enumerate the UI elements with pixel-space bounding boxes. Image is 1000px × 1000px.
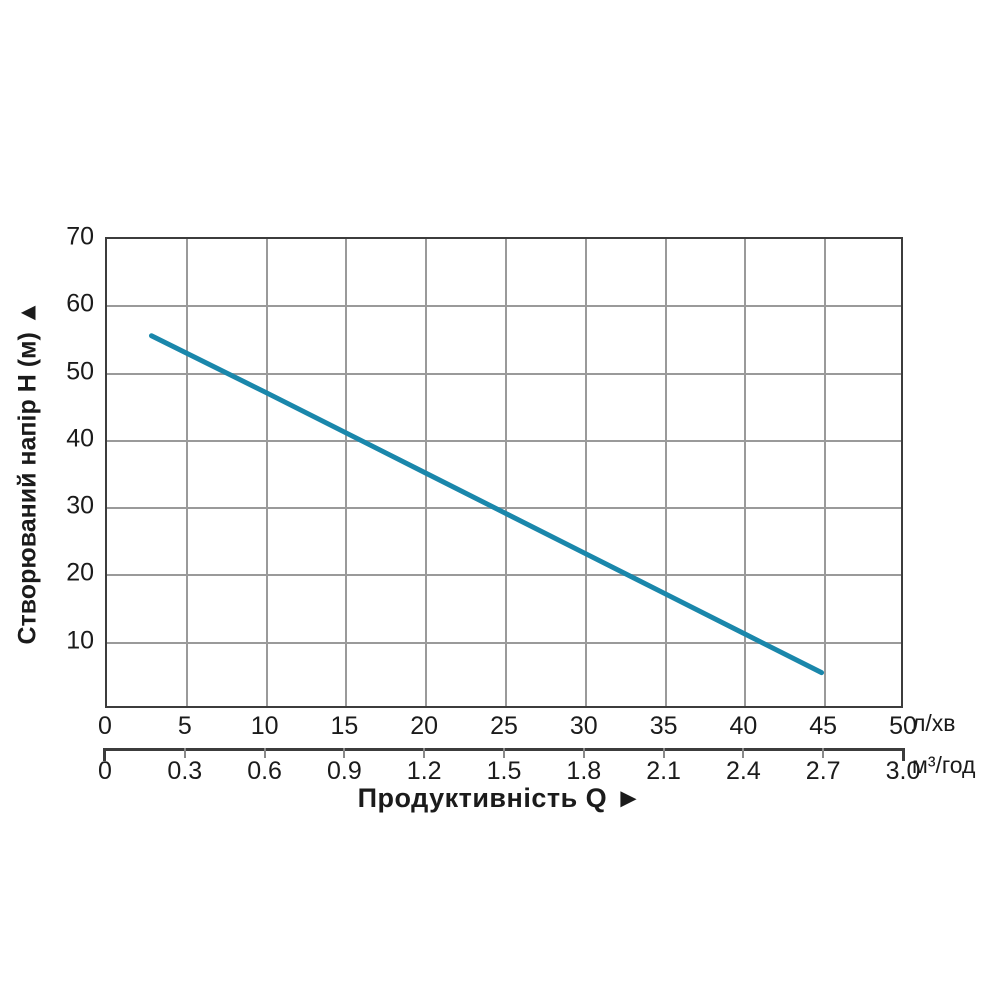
- gridline-vertical: [185, 239, 188, 706]
- plot-grid: [107, 239, 901, 706]
- y-axis-tick-label: 70: [66, 222, 94, 251]
- x-axis-secondary-tick-label: 0: [98, 757, 112, 785]
- x-axis-primary-tick-label: 20: [410, 712, 439, 740]
- x-axis-secondary-tick-label: 1.5: [486, 757, 522, 785]
- x-axis-secondary-tick-labels: 0 0.3 0.6 0.9 1.2 1.5 1.8 2.1 2.4 2.7 3.0: [0, 757, 1000, 791]
- x-axis-title: Продуктивність Q ►: [357, 783, 643, 813]
- x-axis-secondary-tick: [423, 748, 426, 758]
- x-axis-primary-tick-label: 10: [250, 712, 279, 740]
- gridline-vertical: [345, 239, 348, 706]
- curve-line: [148, 333, 825, 676]
- x-axis-secondary-endcap: [103, 748, 106, 761]
- gridline-horizontal: [107, 574, 901, 577]
- y-axis-tick-label: 30: [66, 491, 94, 520]
- x-axis-secondary-tick-label: 1.8: [566, 757, 602, 785]
- x-axis-secondary-endcap: [902, 748, 905, 761]
- x-axis-primary-tick-label: 35: [649, 712, 678, 740]
- x-axis-secondary-tick: [742, 748, 745, 758]
- x-axis-secondary-tick: [343, 748, 346, 758]
- x-axis-secondary-tick: [263, 748, 266, 758]
- plot-area: [105, 237, 903, 708]
- x-axis-primary-tick-labels: 0 5 10 15 20 25 30 35 40 45 50: [0, 712, 1000, 746]
- gridline-horizontal: [107, 507, 901, 510]
- pump-curve: [148, 333, 825, 676]
- y-axis-title-text: Створюваний напір H (м) ▲: [13, 300, 42, 645]
- gridline-horizontal: [107, 305, 901, 308]
- gridline-horizontal: [107, 439, 901, 442]
- x-axis-secondary-tick-label: 1.2: [406, 757, 442, 785]
- x-axis-secondary-tick-label: 2.7: [805, 757, 841, 785]
- y-axis-tick-label: 10: [66, 626, 94, 655]
- y-axis-tick-label: 60: [66, 289, 94, 318]
- x-axis-secondary-tick-label: 0.6: [247, 757, 282, 785]
- gridline-vertical: [265, 239, 268, 706]
- gridline-vertical: [744, 239, 747, 706]
- y-axis-tick-label: 50: [66, 357, 94, 386]
- gridline-horizontal: [107, 641, 901, 644]
- x-axis-primary-tick-label: 15: [330, 712, 359, 740]
- x-axis-secondary-tick: [503, 748, 505, 758]
- x-axis-secondary-tick: [183, 748, 186, 758]
- x-axis-secondary-tick-label: 2.1: [646, 757, 681, 785]
- y-axis-title: Створюваний напір H (м) ▲: [0, 237, 56, 708]
- x-axis-secondary-tick-label: 0.3: [167, 757, 203, 785]
- gridline-vertical: [505, 239, 507, 706]
- x-axis-secondary-unit: м³/год: [912, 752, 976, 778]
- y-axis-tick-label: 20: [66, 558, 94, 587]
- gridline-vertical: [584, 239, 587, 706]
- x-axis-primary-tick-label: 0: [98, 712, 112, 740]
- x-axis-primary-tick-label: 40: [729, 712, 758, 740]
- x-axis-secondary-tick: [822, 748, 825, 758]
- gridline-vertical: [664, 239, 667, 706]
- gridline-horizontal: [107, 372, 901, 375]
- x-axis-primary-tick-label: 45: [809, 712, 838, 740]
- x-axis-secondary-tick: [582, 748, 585, 758]
- x-axis-secondary-tick-label: 2.4: [726, 757, 761, 785]
- x-axis-secondary-tick: [662, 748, 665, 758]
- x-axis-secondary-tick-label: 3.0: [885, 757, 921, 785]
- x-axis-secondary-tick-label: 0.9: [327, 757, 362, 785]
- x-axis-primary-tick-label: 50: [889, 712, 917, 740]
- gridline-vertical: [824, 239, 827, 706]
- y-axis-tick-labels: 10 20 30 40 50 60 70: [56, 223, 100, 708]
- x-axis-primary-tick-label: 25: [490, 712, 518, 740]
- y-axis-tick-label: 40: [66, 424, 94, 453]
- x-axis-primary-tick-label: 5: [177, 712, 192, 740]
- x-axis-primary-unit: л/хв: [912, 710, 956, 736]
- x-axis-primary-tick-label: 30: [569, 712, 598, 740]
